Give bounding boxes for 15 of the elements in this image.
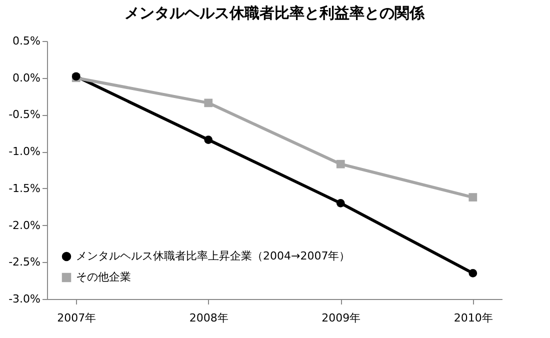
legend-label: メンタルヘルス休職者比率上昇企業（2004→2007年）: [76, 250, 350, 262]
y-tick-label: -2.5%: [8, 256, 40, 269]
y-tick-label: -1.5%: [8, 182, 40, 195]
y-tick-label: -0.5%: [8, 108, 40, 122]
legend-label: その他企業: [76, 270, 131, 284]
x-tick-label: 2010年: [454, 312, 493, 324]
x-tick-label: 2007年: [57, 312, 96, 324]
y-tick-label: -1.0%: [8, 145, 40, 158]
x-tick-label: 2008年: [189, 312, 228, 324]
y-tick-label: 0.0%: [12, 71, 40, 84]
y-tick-label: 0.5%: [12, 34, 40, 48]
y-tick-label: -2.0%: [8, 218, 40, 232]
x-tick-label: 2009年: [322, 312, 361, 324]
y-tick-label: -3.0%: [8, 292, 40, 306]
chart-title: メンタルヘルス休職者比率と利益率との関係: [124, 4, 426, 22]
